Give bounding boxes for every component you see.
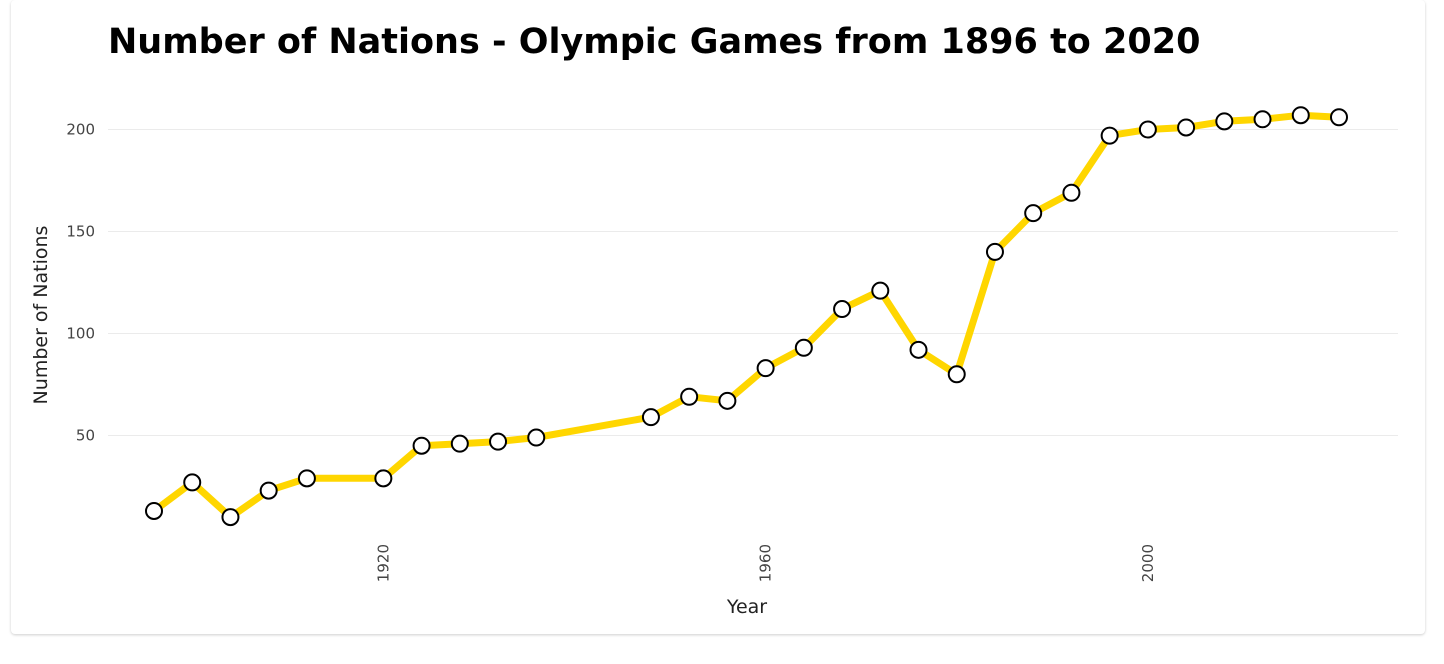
gridlines — [108, 129, 1398, 436]
data-point[interactable] — [1330, 108, 1348, 127]
series-line — [150, 111, 1343, 521]
data-point[interactable] — [527, 428, 546, 447]
data-point[interactable] — [374, 469, 393, 488]
data-point[interactable] — [985, 242, 1004, 261]
data-point[interactable] — [641, 408, 660, 427]
x-axis-title: Year — [726, 596, 767, 618]
data-point[interactable] — [909, 340, 928, 359]
data-point[interactable] — [1062, 183, 1081, 202]
data-point[interactable] — [1291, 106, 1310, 125]
data-point[interactable] — [297, 469, 316, 488]
data-point[interactable] — [1253, 110, 1272, 129]
data-point[interactable] — [947, 365, 966, 384]
x-tick-label: 1960 — [757, 544, 775, 582]
x-tick-labels: 1920 1960 2000 — [374, 544, 1157, 582]
y-tick-label: 50 — [76, 427, 95, 445]
y-tick-label: 200 — [66, 121, 95, 139]
data-point[interactable] — [259, 481, 278, 500]
y-tick-labels: 50 100 150 200 — [66, 121, 95, 445]
data-point[interactable] — [680, 387, 699, 406]
data-point[interactable] — [412, 436, 431, 455]
data-point[interactable] — [1138, 120, 1157, 139]
y-axis-title: Number of Nations — [30, 226, 52, 405]
data-point[interactable] — [1177, 118, 1196, 137]
data-point[interactable] — [718, 391, 737, 410]
x-tick-label: 1920 — [374, 544, 392, 582]
data-point[interactable] — [794, 338, 813, 357]
data-point[interactable] — [183, 473, 202, 492]
data-point[interactable] — [450, 434, 469, 453]
data-point[interactable] — [871, 281, 890, 300]
x-tick-label: 2000 — [1139, 544, 1157, 582]
data-point[interactable] — [1215, 112, 1234, 131]
data-point[interactable] — [833, 300, 852, 319]
data-point[interactable] — [489, 432, 508, 451]
y-tick-label: 150 — [66, 223, 95, 241]
data-point[interactable] — [1024, 204, 1043, 223]
data-point[interactable] — [221, 508, 240, 527]
data-points — [145, 106, 1348, 527]
chart-title: Number of Nations - Olympic Games from 1… — [108, 22, 1201, 62]
chart-card — [11, 0, 1425, 634]
data-point[interactable] — [756, 359, 775, 378]
data-point[interactable] — [145, 501, 163, 520]
data-point[interactable] — [1100, 126, 1119, 145]
y-tick-label: 100 — [66, 325, 95, 343]
